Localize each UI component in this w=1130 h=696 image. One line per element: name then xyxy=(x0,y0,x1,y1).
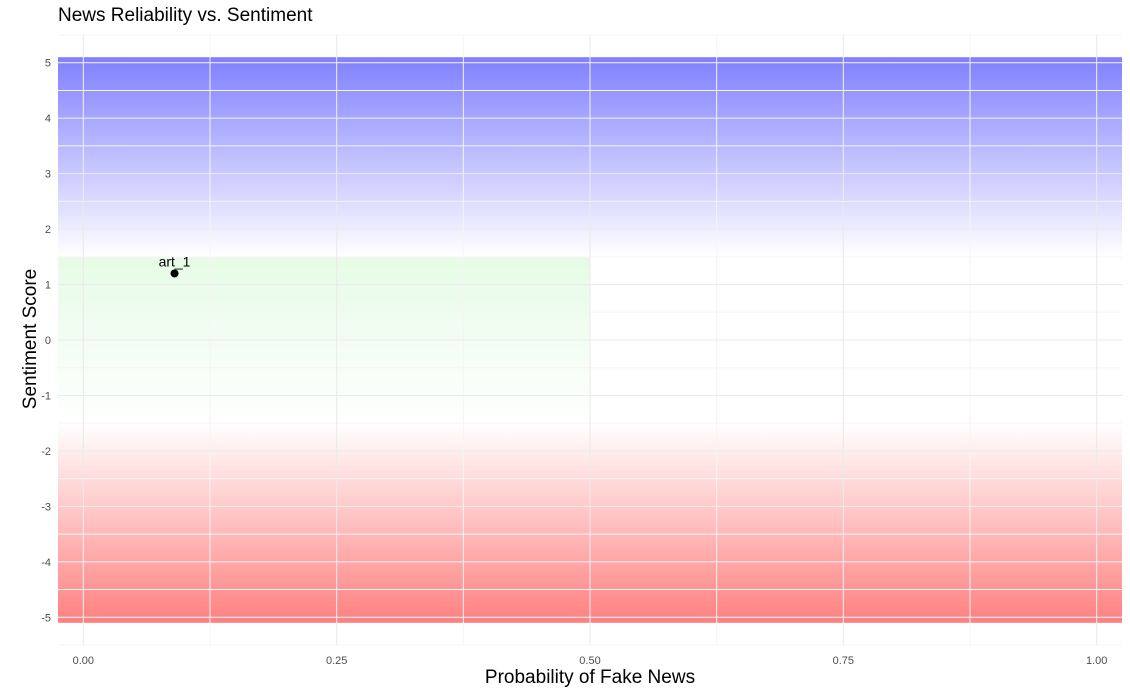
data-points: art_1 xyxy=(159,253,191,278)
y-tick-label: -2 xyxy=(41,446,51,458)
y-tick-label: -5 xyxy=(41,612,51,624)
y-tick-label: -4 xyxy=(41,557,51,569)
y-tick-label: 5 xyxy=(45,58,51,70)
y-tick-label: 3 xyxy=(45,169,51,181)
x-tick-label: 0.75 xyxy=(833,655,854,667)
y-tick-label: 0 xyxy=(45,335,51,347)
y-tick-label: -3 xyxy=(41,501,51,513)
data-point xyxy=(170,269,179,278)
x-axis-title: Probability of Fake News xyxy=(484,667,696,688)
y-tick-label: 4 xyxy=(45,113,51,125)
data-point-label: art_1 xyxy=(159,253,191,269)
y-tick-label: 1 xyxy=(45,280,51,292)
y-tick-label: -1 xyxy=(41,390,51,402)
x-tick-label: 0.00 xyxy=(73,655,94,667)
x-tick-label: 0.50 xyxy=(579,655,600,667)
y-tick-label: 2 xyxy=(45,224,51,236)
y-axis-title: Sentiment Score xyxy=(20,268,41,410)
axis-tick-labels: 0.00 0.25 0.50 0.75 1.00 -5 -4 -3 -2 -1 0 1 2 3 4 5 xyxy=(41,58,1107,667)
grid-lines xyxy=(58,34,1122,646)
x-tick-label: 0.25 xyxy=(326,655,347,667)
x-tick-label: 1.00 xyxy=(1086,655,1107,667)
chart-title: News Reliability vs. Sentiment xyxy=(58,5,313,26)
